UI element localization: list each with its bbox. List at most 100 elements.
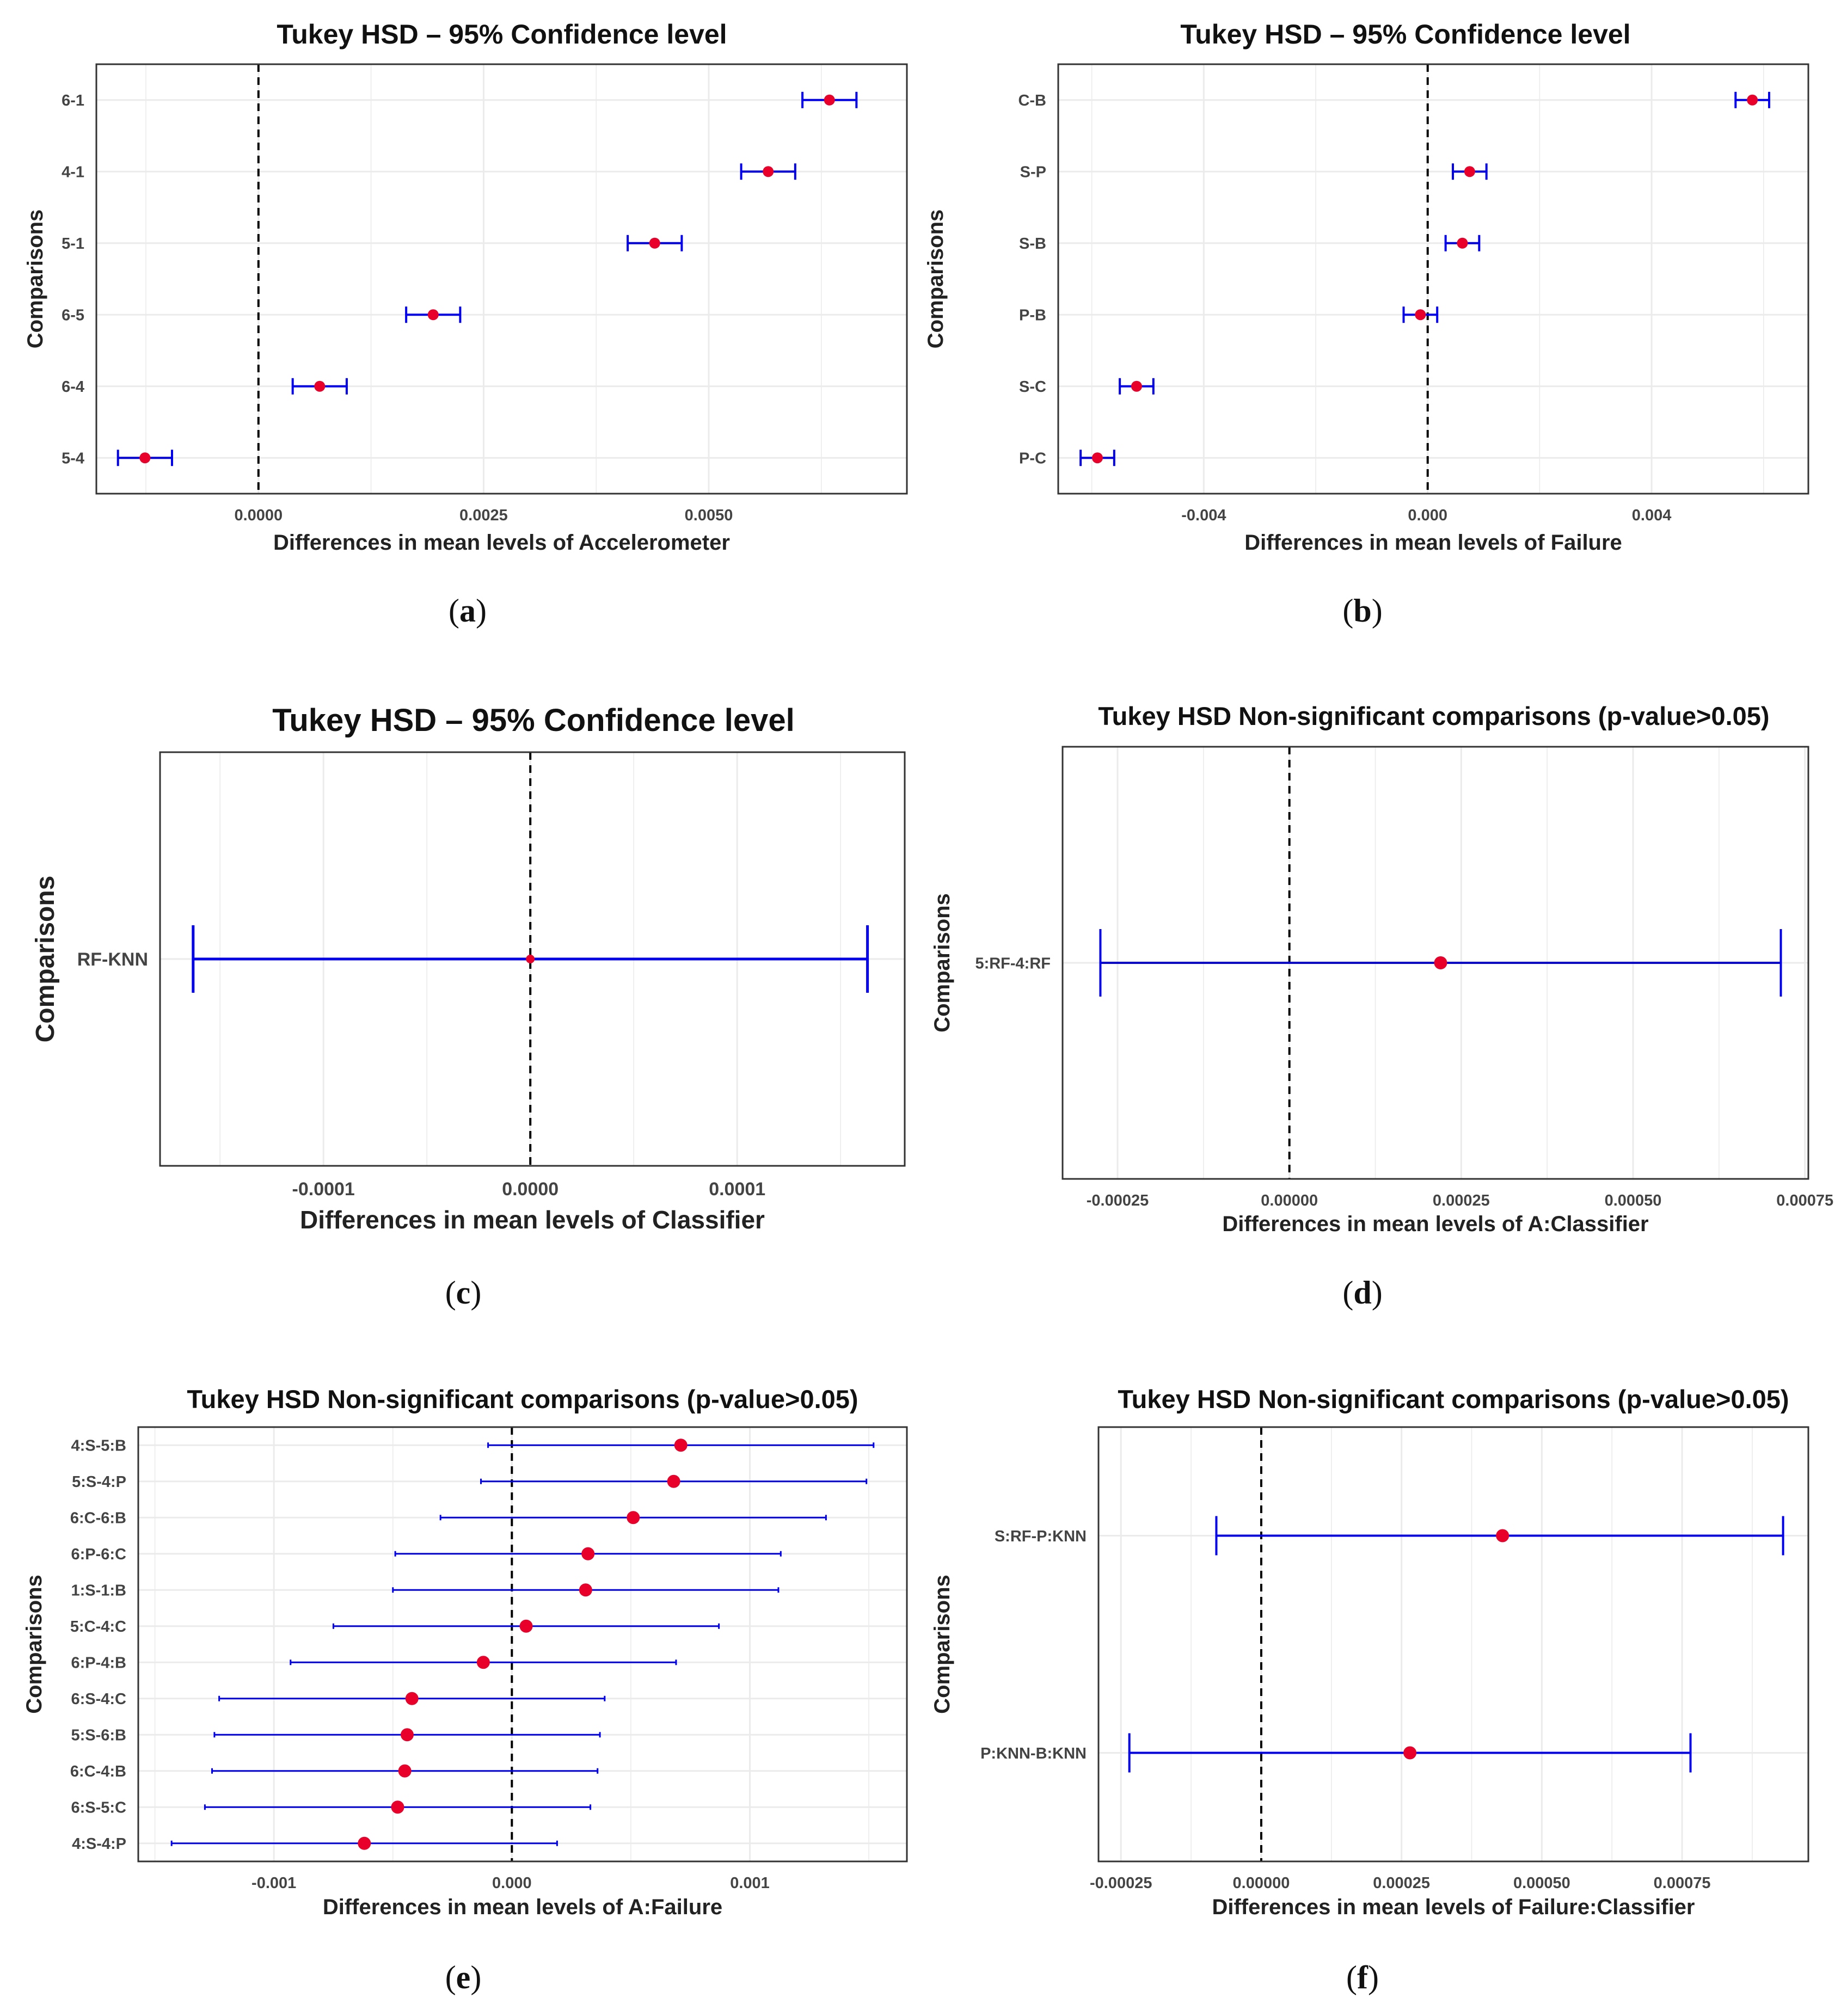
panel-title: Tukey HSD Non-significant comparisons (p… [187, 1385, 858, 1413]
panel-caption: (a) [449, 593, 487, 629]
category-label: 5-4 [62, 450, 84, 468]
x-tick-label: -0.00025 [1090, 1874, 1152, 1892]
mean-diff-point [427, 309, 439, 321]
category-label: 5:S-6:B [71, 1727, 126, 1744]
mean-diff-point [1434, 956, 1447, 969]
mean-diff-point [763, 166, 774, 177]
plot-frame [159, 751, 906, 1167]
x-tick-label: 0.00075 [1654, 1874, 1711, 1892]
errorbar-RF-KNN [192, 925, 869, 993]
category-label: S-C [1019, 378, 1046, 396]
category-label: 6:S-5:C [71, 1799, 126, 1817]
errorbar-P:KNN-B:KNN [1128, 1733, 1692, 1773]
plot-background [1058, 64, 1808, 494]
x-tick-label: 0.000 [1408, 507, 1447, 524]
panel-caption: (e) [445, 1959, 482, 1995]
category-label: 6:P-4:B [71, 1655, 126, 1672]
x-tick-label: 0.0000 [502, 1179, 559, 1200]
mean-diff-point [649, 237, 660, 249]
mean-diff-point [824, 94, 835, 106]
plot-background [1099, 1427, 1808, 1861]
category-label: 4-1 [62, 164, 84, 181]
category-label: S-B [1019, 235, 1046, 253]
x-tick-label: 0.001 [730, 1874, 770, 1892]
mean-diff-point [391, 1800, 404, 1814]
x-tick-label: 0.00050 [1513, 1874, 1570, 1892]
errorbar-6:P-4:B [290, 1656, 677, 1669]
mean-diff-point [667, 1474, 680, 1488]
x-tick-label: 0.00000 [1261, 1192, 1318, 1209]
errorbar-S-B [1444, 235, 1481, 251]
plot-frame [1061, 746, 1809, 1180]
panel-title: Tukey HSD – 95% Confidence level [1180, 19, 1630, 50]
y-axis-label: Comparisons [23, 210, 47, 349]
panel-title: Tukey HSD Non-significant comparisons (p… [1098, 702, 1769, 730]
panel-b: C-B S-P S-B P-B S-C P-C -0.004 0.000 0.004 Tukey … [924, 19, 1809, 629]
errorbar-S-P [1451, 163, 1488, 180]
category-label: C-B [1018, 92, 1046, 109]
panel-title: Tukey HSD Non-significant comparisons (p… [1118, 1385, 1789, 1413]
errorbar-S:RF-P:KNN [1215, 1516, 1784, 1556]
x-tick-label: 0.0050 [685, 507, 733, 524]
errorbar-C-B [1734, 91, 1771, 108]
x-tick-label: -0.004 [1181, 507, 1226, 524]
x-tick-label: 0.00050 [1605, 1192, 1662, 1209]
category-label: 1:S-1:B [71, 1582, 126, 1600]
category-label: S-P [1020, 164, 1046, 181]
panel-title: Tukey HSD – 95% Confidence level [272, 703, 795, 738]
panel-caption: (d) [1342, 1275, 1382, 1311]
y-axis-label: Comparisons [31, 876, 60, 1043]
plot-frame [1097, 1426, 1809, 1863]
errorbar-6:C-4:B [211, 1764, 599, 1778]
category-label: P:KNN-B:KNN [980, 1745, 1087, 1762]
errorbar-5-1 [627, 235, 683, 251]
plot-frame [95, 63, 908, 495]
errorbar-S-C [1119, 378, 1155, 395]
x-tick-label: 0.0001 [709, 1179, 765, 1200]
errorbar-4:S-4:P [170, 1836, 558, 1850]
panel-caption: (b) [1342, 593, 1382, 629]
category-label: P-B [1019, 307, 1046, 324]
category-label: 6:C-6:B [70, 1510, 126, 1527]
category-label: 6-5 [62, 307, 84, 324]
mean-diff-point [581, 1547, 595, 1560]
x-axis-label: Differences in mean levels of Failure:Cl… [1212, 1895, 1695, 1919]
x-axis-label: Differences in mean levels of Accelerome… [273, 531, 730, 555]
x-tick-label: -0.001 [251, 1874, 296, 1892]
category-label: 5:C-4:C [70, 1618, 126, 1636]
errorbar-P-B [1402, 306, 1439, 323]
x-axis-label: Differences in mean levels of A:Failure [323, 1895, 722, 1919]
mean-diff-point [1464, 166, 1475, 177]
mean-diff-point [1403, 1746, 1417, 1760]
mean-diff-point [1091, 452, 1103, 464]
mean-diff-point [139, 452, 151, 464]
errorbar-6:S-4:C [218, 1692, 606, 1705]
mean-diff-point [358, 1836, 371, 1850]
x-tick-label: 0.00025 [1373, 1874, 1430, 1892]
mean-diff-point [1747, 94, 1758, 106]
errorbar-P-C [1079, 450, 1115, 466]
panel-d: 5:RF-4:RF -0.00025 0.00000 0.00025 0.00050 0.… [930, 702, 1833, 1311]
x-tick-label: -0.00025 [1087, 1192, 1149, 1209]
errorbar-6-5 [405, 306, 462, 323]
errorbar-6:P-6:C [394, 1547, 782, 1560]
panel-a: 6-1 4-1 5-1 6-5 6-4 5-4 0.0000 0.0025 0.0050 Tuke… [23, 19, 908, 629]
x-tick-label: 0.0000 [234, 507, 283, 524]
mean-diff-point [579, 1583, 592, 1597]
x-axis-label: Differences in mean levels of A:Classifi… [1222, 1212, 1648, 1236]
panel-c: RF-KNN -0.0001 0.0000 0.0001 Tukey HSD – 95%… [31, 703, 906, 1311]
errorbar-5:S-6:B [213, 1728, 601, 1742]
category-label: 6-4 [62, 378, 84, 396]
errorbar-5:C-4:C [332, 1619, 720, 1633]
category-label: 4:S-4:P [72, 1835, 126, 1853]
category-label: 5:RF-4:RF [975, 955, 1051, 972]
y-axis-label: Comparisons [22, 1575, 46, 1714]
category-label: 5-1 [62, 235, 84, 253]
plot-background [96, 64, 907, 494]
mean-diff-point [1457, 237, 1468, 249]
mean-diff-point [1496, 1529, 1509, 1542]
errorbar-6-4 [291, 378, 348, 395]
plot-frame [1057, 63, 1809, 495]
category-label: 5:S-4:P [72, 1473, 126, 1491]
